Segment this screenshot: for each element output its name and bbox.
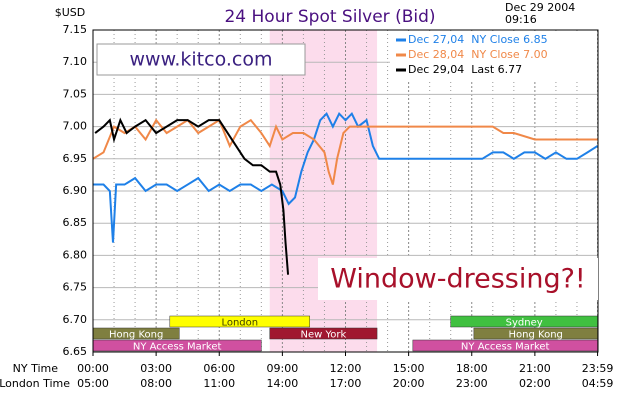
x2-tick-label: 05:00 bbox=[77, 377, 109, 390]
site-box bbox=[96, 43, 306, 76]
x2-tick-label: 11:00 bbox=[203, 377, 235, 390]
y-tick-label: 7.15 bbox=[63, 23, 88, 36]
x2-axis-label: London Time bbox=[0, 377, 70, 390]
y-tick-label: 6.90 bbox=[63, 184, 88, 197]
x-tick-label: 23:59 bbox=[582, 362, 614, 375]
session-bar bbox=[269, 327, 378, 340]
x-tick-label: 09:00 bbox=[267, 362, 299, 375]
x-tick-label: 15:00 bbox=[393, 362, 425, 375]
date: Dec 29 2004 bbox=[505, 1, 575, 14]
x-tick-label: 06:00 bbox=[203, 362, 235, 375]
y-tick-label: 6.75 bbox=[63, 281, 88, 294]
y-tick-label: 7.10 bbox=[63, 55, 88, 68]
legend-box bbox=[390, 31, 597, 81]
x-tick-label: 21:00 bbox=[519, 362, 551, 375]
x-tick-label: 00:00 bbox=[77, 362, 109, 375]
x2-tick-label: 14:00 bbox=[267, 377, 299, 390]
y-tick-label: 6.80 bbox=[63, 248, 88, 261]
x2-tick-label: 04:59 bbox=[582, 377, 614, 390]
y-tick-label: 6.85 bbox=[63, 216, 88, 229]
chart-title: 24 Hour Spot Silver (Bid) bbox=[224, 7, 435, 27]
x2-tick-label: 20:00 bbox=[393, 377, 425, 390]
session-label: London bbox=[221, 318, 258, 329]
x-tick-label: 12:00 bbox=[330, 362, 362, 375]
y-tick-label: 6.95 bbox=[63, 152, 88, 165]
session-label: Hong Kong bbox=[109, 330, 163, 341]
x-tick-label: 18:00 bbox=[456, 362, 488, 375]
session-label: Hong Kong bbox=[509, 330, 563, 341]
x2-tick-label: 17:00 bbox=[330, 377, 362, 390]
legend-label: Dec 28,04 NY Close 7.00 bbox=[408, 48, 548, 61]
y-axis-label: $USD bbox=[55, 6, 86, 19]
session-label: NY Access Market bbox=[133, 342, 222, 353]
annotation: Window-dressing?! bbox=[330, 264, 586, 295]
x-axis-label: NY Time bbox=[13, 362, 59, 375]
legend-label: Dec 27,04 NY Close 6.85 bbox=[408, 33, 548, 46]
y-tick-label: 6.65 bbox=[63, 345, 88, 358]
series-line bbox=[94, 117, 290, 275]
session-label: Sydney bbox=[506, 318, 543, 329]
y-tick-label: 7.05 bbox=[63, 87, 88, 100]
annotation-box bbox=[318, 258, 598, 300]
x2-tick-label: 08:00 bbox=[140, 377, 172, 390]
y-tick-label: 6.70 bbox=[63, 313, 88, 326]
site-label: www.kitco.com bbox=[129, 49, 272, 71]
x-tick-label: 03:00 bbox=[140, 362, 172, 375]
session-label: New York bbox=[301, 330, 347, 341]
x2-tick-label: 23:00 bbox=[456, 377, 488, 390]
y-tick-label: 7.00 bbox=[63, 120, 88, 133]
series-line bbox=[92, 118, 598, 185]
time: 09:16 bbox=[505, 13, 537, 26]
series-line bbox=[93, 112, 599, 243]
legend-label: Dec 29,04 Last 6.77 bbox=[408, 63, 522, 76]
session-bar bbox=[169, 315, 310, 328]
x2-tick-label: 02:00 bbox=[519, 377, 551, 390]
session-label: NY Access Market bbox=[461, 342, 550, 353]
